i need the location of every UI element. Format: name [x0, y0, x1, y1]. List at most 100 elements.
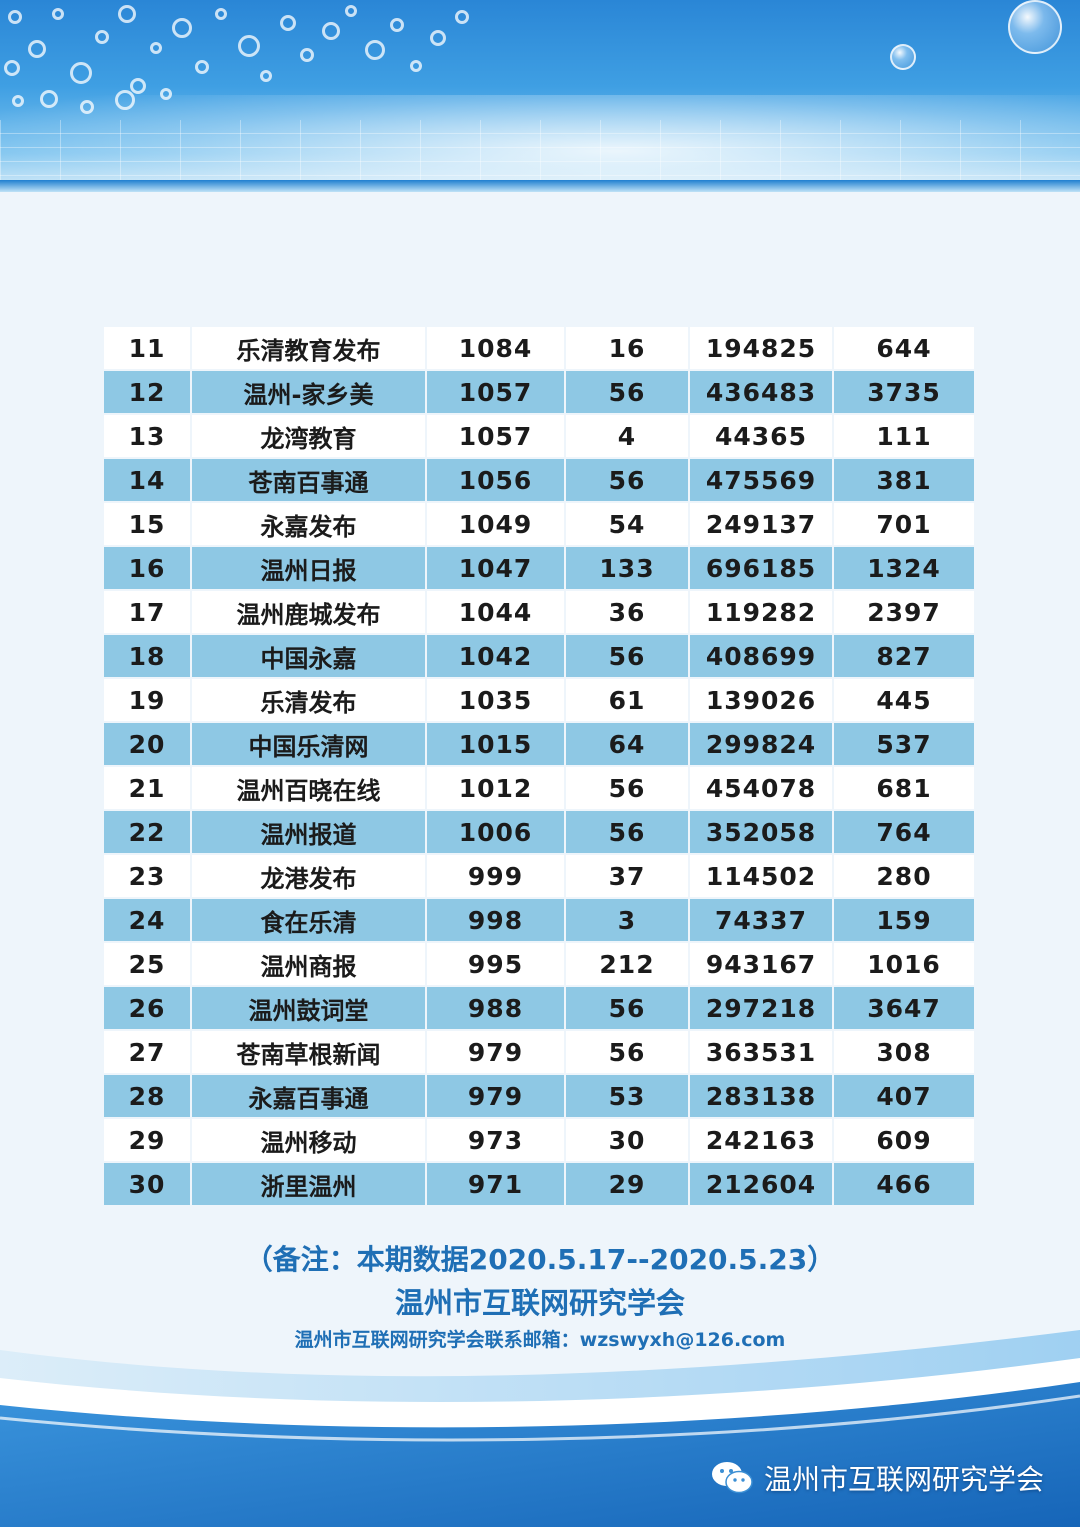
table-row: 30 浙里温州 971 29 212604 466 [104, 1163, 974, 1205]
bubble-shape [322, 22, 340, 40]
bubble-shape [160, 88, 172, 100]
table-row: 19 乐清发布 1035 61 139026 445 [104, 679, 974, 721]
account-name-cell: 温州报道 [192, 811, 425, 853]
articles-cell: 133 [566, 547, 688, 589]
reads-cell: 299824 [690, 723, 832, 765]
wci-cell: 995 [427, 943, 564, 985]
table-row: 20 中国乐清网 1015 64 299824 537 [104, 723, 974, 765]
wci-cell: 988 [427, 987, 564, 1029]
ranking-table: 11 乐清教育发布 1084 16 194825 644 12 温州-家乡美 1057 56 436… [102, 325, 976, 1207]
articles-cell: 56 [566, 1031, 688, 1073]
likes-cell: 1324 [834, 547, 974, 589]
account-name-cell: 龙港发布 [192, 855, 425, 897]
reads-cell: 475569 [690, 459, 832, 501]
ranking-table-body: 11 乐清教育发布 1084 16 194825 644 12 温州-家乡美 1057 56 436… [104, 327, 974, 1205]
rank-cell: 15 [104, 503, 190, 545]
bubble-shape [300, 48, 314, 62]
wci-cell: 1015 [427, 723, 564, 765]
articles-cell: 4 [566, 415, 688, 457]
glass-bubble [890, 44, 916, 70]
rank-cell: 26 [104, 987, 190, 1029]
wci-cell: 979 [427, 1031, 564, 1073]
likes-cell: 764 [834, 811, 974, 853]
glass-bubble [1008, 0, 1062, 54]
account-name-cell: 温州鼓词堂 [192, 987, 425, 1029]
bubble-shape [12, 95, 24, 107]
wechat-account-name: 温州市互联网研究学会 [763, 1463, 1044, 1496]
wci-cell: 1047 [427, 547, 564, 589]
rank-cell: 18 [104, 635, 190, 677]
table-row: 28 永嘉百事通 979 53 283138 407 [104, 1075, 974, 1117]
bubble-shape [215, 8, 227, 20]
bubble-shape [365, 40, 385, 60]
likes-cell: 1016 [834, 943, 974, 985]
bubble-shape [410, 60, 422, 72]
rank-cell: 30 [104, 1163, 190, 1205]
reads-cell: 249137 [690, 503, 832, 545]
bubble-shape [40, 90, 58, 108]
wci-cell: 1049 [427, 503, 564, 545]
wci-cell: 1044 [427, 591, 564, 633]
account-name-cell: 乐清教育发布 [192, 327, 425, 369]
bubble-shape [115, 90, 135, 110]
articles-cell: 30 [566, 1119, 688, 1161]
account-name-cell: 温州鹿城发布 [192, 591, 425, 633]
account-name-cell: 中国乐清网 [192, 723, 425, 765]
articles-cell: 64 [566, 723, 688, 765]
articles-cell: 54 [566, 503, 688, 545]
likes-cell: 827 [834, 635, 974, 677]
reads-cell: 212604 [690, 1163, 832, 1205]
bubble-shape [345, 5, 357, 17]
rank-cell: 20 [104, 723, 190, 765]
bubble-shape [238, 35, 260, 57]
account-name-cell: 温州百晓在线 [192, 767, 425, 809]
reads-cell: 408699 [690, 635, 832, 677]
likes-cell: 681 [834, 767, 974, 809]
table-row: 25 温州商报 995 212 943167 1016 [104, 943, 974, 985]
account-name-cell: 温州日报 [192, 547, 425, 589]
reads-cell: 139026 [690, 679, 832, 721]
table-row: 14 苍南百事通 1056 56 475569 381 [104, 459, 974, 501]
wci-cell: 1084 [427, 327, 564, 369]
banner-sheen [0, 95, 1080, 192]
articles-cell: 212 [566, 943, 688, 985]
wci-cell: 1056 [427, 459, 564, 501]
account-name-cell: 乐清发布 [192, 679, 425, 721]
bubble-shape [28, 40, 46, 58]
reads-cell: 44365 [690, 415, 832, 457]
account-name-cell: 温州移动 [192, 1119, 425, 1161]
likes-cell: 466 [834, 1163, 974, 1205]
reads-cell: 114502 [690, 855, 832, 897]
likes-cell: 445 [834, 679, 974, 721]
rank-cell: 24 [104, 899, 190, 941]
bubble-shape [195, 60, 209, 74]
table-row: 23 龙港发布 999 37 114502 280 [104, 855, 974, 897]
bubble-shape [260, 70, 272, 82]
account-name-cell: 永嘉百事通 [192, 1075, 425, 1117]
table-row: 11 乐清教育发布 1084 16 194825 644 [104, 327, 974, 369]
bubble-shape [172, 18, 192, 38]
wci-cell: 1057 [427, 371, 564, 413]
account-name-cell: 龙湾教育 [192, 415, 425, 457]
reads-cell: 297218 [690, 987, 832, 1029]
articles-cell: 16 [566, 327, 688, 369]
rank-cell: 21 [104, 767, 190, 809]
articles-cell: 37 [566, 855, 688, 897]
bubble-shape [118, 5, 136, 23]
table-row: 26 温州鼓词堂 988 56 297218 3647 [104, 987, 974, 1029]
table-row: 27 苍南草根新闻 979 56 363531 308 [104, 1031, 974, 1073]
likes-cell: 3647 [834, 987, 974, 1029]
reads-cell: 194825 [690, 327, 832, 369]
bubble-shape [280, 15, 296, 31]
articles-cell: 36 [566, 591, 688, 633]
articles-cell: 3 [566, 899, 688, 941]
rank-cell: 19 [104, 679, 190, 721]
organization-name: 温州市互联网研究学会 [394, 1286, 685, 1320]
bubble-shape [4, 60, 20, 76]
likes-cell: 381 [834, 459, 974, 501]
contact-email-note: 温州市互联网研究学会联系邮箱：wzswyxh@126.com [294, 1329, 786, 1351]
likes-cell: 644 [834, 327, 974, 369]
wci-cell: 1057 [427, 415, 564, 457]
wechat-account-tag: 温州市互联网研究学会 [710, 1458, 1044, 1498]
account-name-cell: 温州-家乡美 [192, 371, 425, 413]
